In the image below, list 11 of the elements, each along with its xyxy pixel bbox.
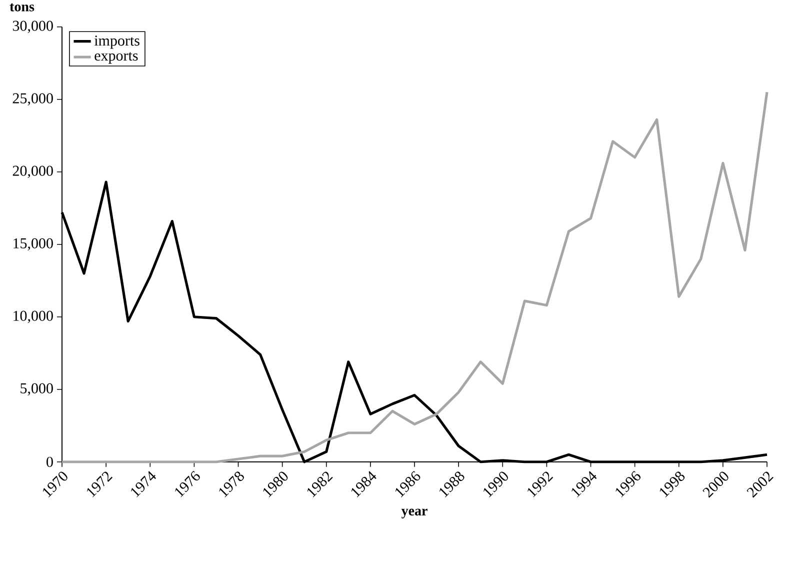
y-axis-title: tons [10,3,34,12]
y-tick-label: 5,000 [20,383,53,396]
legend-label: imports [94,36,140,49]
x-axis-title: year [401,508,428,518]
y-tick-label: 10,000 [14,310,53,324]
legend-label: exports [94,52,138,64]
y-tick-label: 20,000 [12,166,53,178]
y-tick-label: 15,000 [14,238,53,251]
y-tick-label: 25,000 [12,93,53,106]
y-tick-label: 30,000 [12,20,53,34]
y-tick-label: 0 [46,456,53,467]
